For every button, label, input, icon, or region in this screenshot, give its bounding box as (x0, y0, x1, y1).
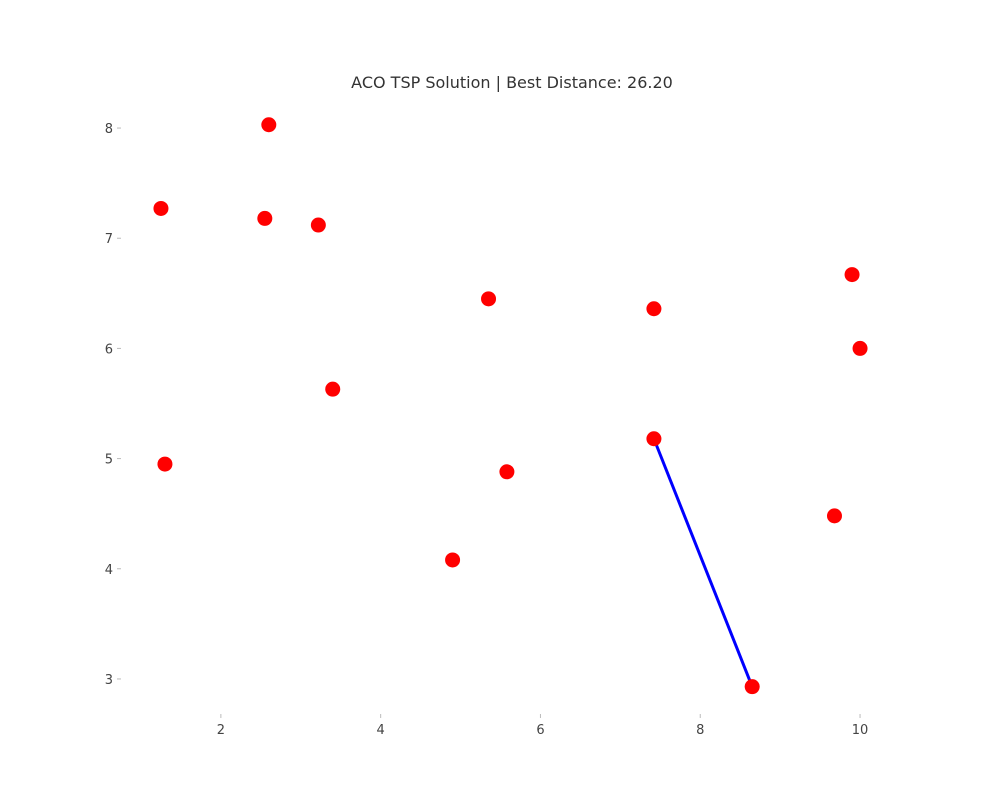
x-axis: 2 4 6 8 10 (217, 714, 869, 738)
city-point (445, 552, 461, 568)
city-point (826, 508, 842, 524)
y-axis: 3 4 5 6 7 8 (105, 122, 121, 688)
x-tick-label: 6 (536, 723, 544, 738)
city-points-layer (153, 117, 868, 695)
y-tick-label: 3 (105, 673, 113, 688)
y-tick-label: 5 (105, 453, 113, 468)
city-point (646, 431, 662, 447)
city-point (257, 210, 273, 226)
y-tick-label: 7 (105, 232, 113, 247)
x-tick-label: 10 (852, 723, 869, 738)
city-point (481, 291, 497, 307)
x-tick-label: 8 (696, 723, 704, 738)
city-point (310, 217, 326, 233)
x-tick-label: 4 (377, 723, 385, 738)
y-tick-label: 8 (105, 122, 113, 137)
x-tick-label: 2 (217, 723, 225, 738)
city-point (261, 117, 277, 133)
y-tick-label: 4 (105, 563, 113, 578)
city-point (646, 301, 662, 317)
city-point (499, 464, 515, 480)
route-layer (652, 438, 754, 688)
city-point (844, 267, 860, 283)
city-point (153, 200, 169, 216)
city-point (157, 456, 173, 472)
city-point (325, 381, 341, 397)
chart-title: ACO TSP Solution | Best Distance: 26.20 (351, 73, 673, 92)
city-point (744, 679, 760, 695)
y-tick-label: 6 (105, 342, 113, 357)
city-point (852, 340, 868, 356)
route-line (652, 438, 754, 688)
